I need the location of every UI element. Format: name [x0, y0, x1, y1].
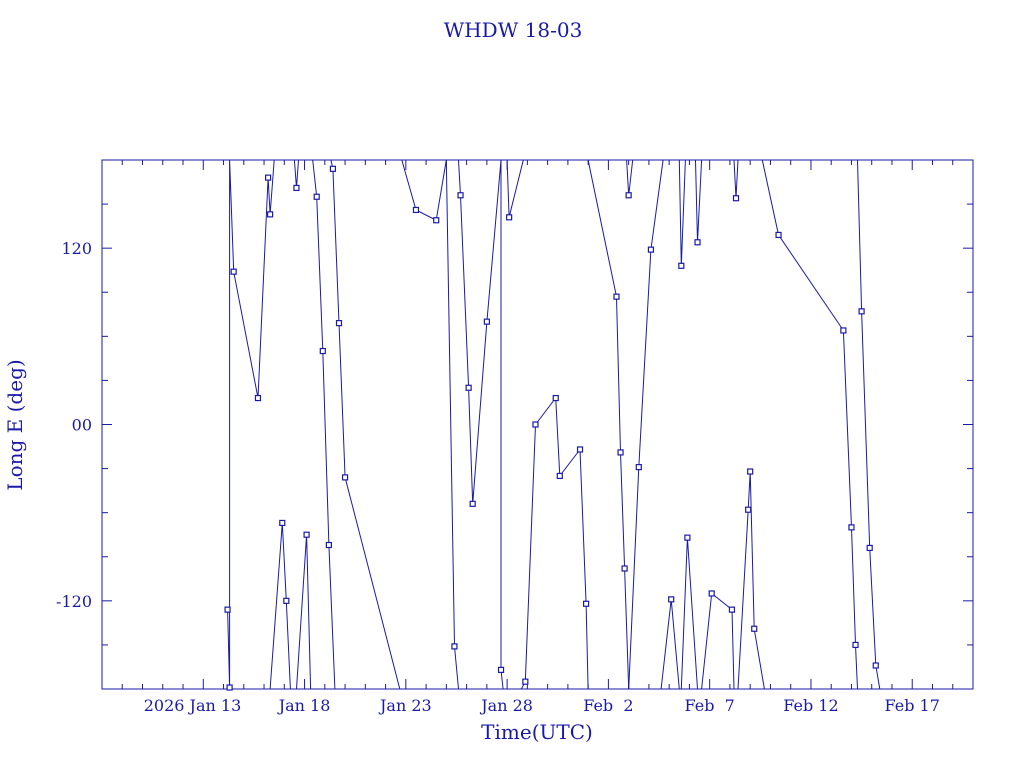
series-line: [269, 522, 291, 690]
data-point: [678, 262, 685, 269]
series-line: [458, 159, 504, 690]
x-tick-label: Feb 12: [783, 696, 838, 715]
series-line: [695, 159, 703, 243]
data-point: [635, 464, 642, 471]
data-point: [747, 468, 754, 475]
data-point: [852, 641, 859, 649]
data-point: [751, 625, 758, 632]
data-point: [775, 231, 782, 239]
series-line: [506, 159, 524, 218]
marker-group: [224, 165, 879, 691]
y-axis-label: Long E (deg): [3, 359, 27, 490]
series-line: [330, 159, 401, 690]
x-tick-label: Jan 23: [378, 696, 432, 715]
data-point: [313, 193, 320, 200]
series-line: [678, 159, 686, 266]
series-line: [227, 159, 275, 688]
data-point: [625, 192, 632, 199]
data-point: [469, 500, 476, 507]
series-line: [628, 159, 664, 690]
data-point: [224, 606, 231, 613]
data-point: [617, 449, 624, 456]
data-point: [522, 678, 529, 685]
data-point: [866, 544, 873, 552]
data-point: [230, 268, 237, 275]
data-point: [303, 531, 310, 538]
series-line: [626, 159, 634, 196]
series-line: [401, 159, 459, 690]
data-point: [293, 184, 300, 192]
series-line: [293, 159, 299, 188]
data-point: [583, 600, 590, 607]
data-point: [412, 206, 420, 214]
data-point: [335, 320, 343, 327]
data-point: [840, 327, 847, 334]
y-tick-label: -120: [56, 592, 92, 611]
series-line: [733, 159, 739, 199]
data-point: [745, 506, 752, 513]
series-line: [701, 592, 735, 690]
data-point: [329, 165, 337, 172]
data-point: [483, 318, 490, 325]
data-point: [457, 192, 464, 199]
data-point: [647, 246, 655, 253]
data-point: [319, 347, 326, 355]
data-point: [254, 394, 262, 402]
data-point: [433, 217, 440, 224]
y-tick-label: 120: [61, 239, 92, 258]
data-point: [732, 195, 740, 202]
data-point: [506, 214, 513, 221]
chart-title: WHDW 18-03: [444, 18, 583, 42]
data-point: [267, 211, 274, 218]
series-line: [660, 599, 680, 690]
data-point: [848, 524, 855, 531]
x-tick-label: Feb 2: [583, 696, 633, 715]
x-tick-label: Feb 17: [885, 696, 940, 715]
x-tick-label: Jan 28: [479, 696, 533, 715]
series-line: [761, 159, 858, 690]
data-point: [576, 446, 584, 453]
y-axis: -120 00 120: [56, 159, 973, 690]
series-line: [587, 159, 630, 690]
x-tick-label: 2026 Jan 13: [144, 696, 242, 715]
series-line: [520, 396, 589, 690]
x-tick-label: Jan 18: [277, 696, 331, 715]
series-group: [227, 159, 881, 690]
series-line: [312, 159, 336, 690]
data-point: [497, 666, 505, 673]
x-tick-label: Feb 7: [685, 696, 735, 715]
data-point: [552, 394, 559, 402]
data-point: [451, 643, 458, 650]
series-line: [857, 159, 881, 690]
x-axis: 2026 Jan 13 Jan 18 Jan 23 Jan 28 Feb 2 Feb 7 F…: [121, 160, 954, 715]
data-point: [668, 596, 675, 603]
data-point: [728, 606, 736, 613]
series-line: [296, 534, 312, 690]
data-point: [694, 239, 701, 246]
data-point: [283, 597, 290, 604]
data-point: [325, 541, 332, 549]
data-point: [226, 684, 233, 691]
y-tick-label: 00: [72, 416, 92, 435]
data-point: [465, 384, 472, 391]
data-point: [858, 308, 865, 315]
data-point: [264, 174, 272, 181]
x-axis-label: Time(UTC): [481, 720, 593, 744]
series-line: [737, 471, 765, 690]
data-point: [341, 474, 349, 481]
data-point: [621, 565, 628, 572]
data-point: [556, 472, 563, 480]
data-point: [684, 534, 691, 541]
series-line: [680, 537, 698, 690]
data-point: [532, 421, 539, 428]
data-point: [872, 662, 879, 669]
data-point: [613, 293, 620, 300]
data-point: [279, 519, 286, 527]
data-point: [708, 590, 715, 597]
